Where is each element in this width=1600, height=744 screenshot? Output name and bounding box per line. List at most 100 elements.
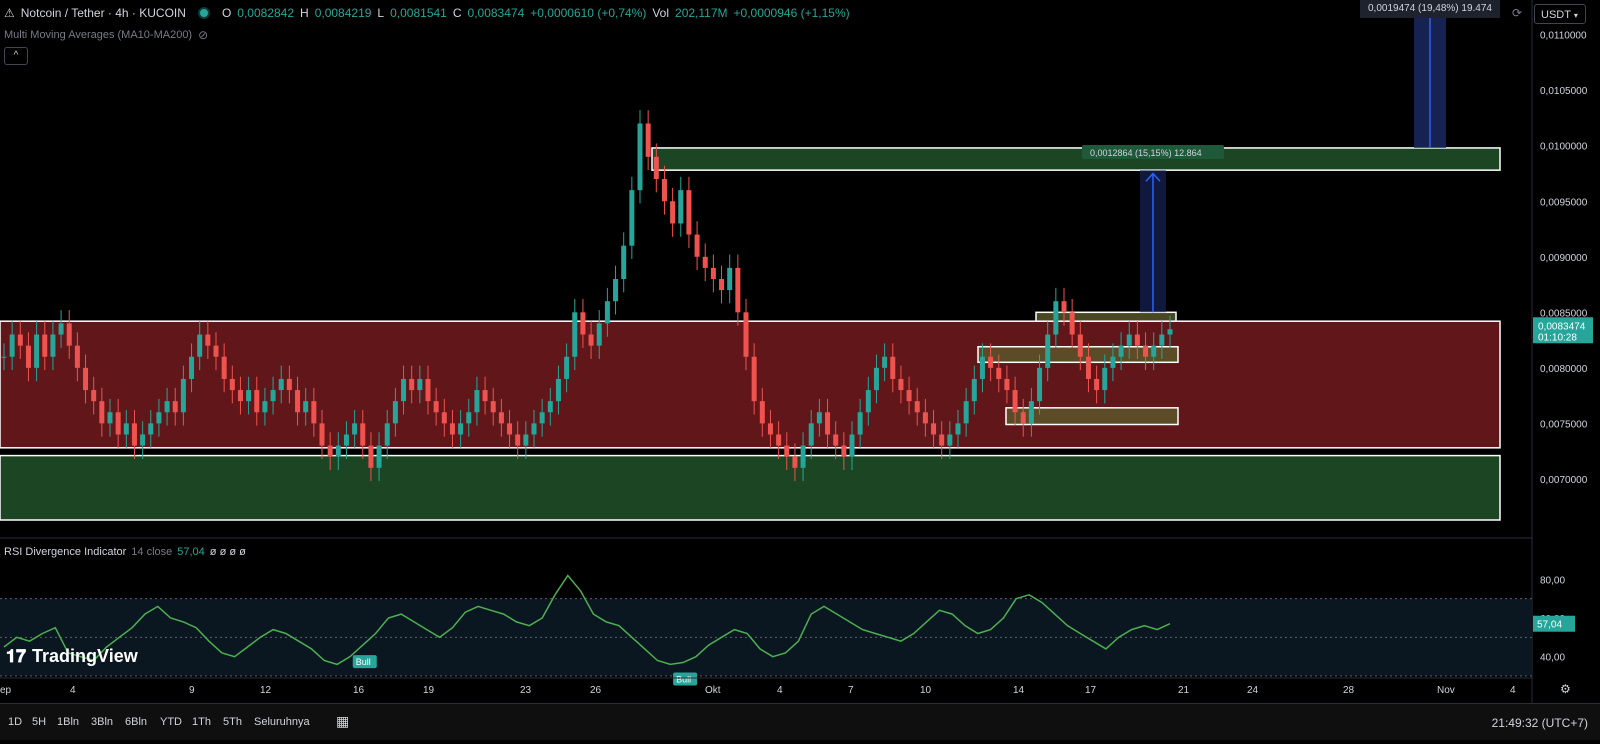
candle-body <box>417 378 423 391</box>
candle-body <box>368 445 374 468</box>
price-tick-label: 0,0100000 <box>1540 142 1588 153</box>
candle-body <box>490 401 496 413</box>
top-measure-label: 0,0019474 (19,48%) 19.474 <box>1360 0 1500 18</box>
price-tick-label: 0,0085000 <box>1540 308 1588 319</box>
zone-resistance <box>651 147 1501 171</box>
candle-body <box>515 434 521 446</box>
time-tick-label: 7 <box>848 685 854 696</box>
candle-body <box>270 390 276 402</box>
indicator-legend[interactable]: Multi Moving Averages (MA10-MA200) ⊘ <box>4 28 208 42</box>
candle-body <box>91 390 97 402</box>
symbol-title[interactable]: Notcoin / Tether · 4h · KUCOIN <box>20 6 186 20</box>
tf-ytd[interactable]: YTD <box>160 716 182 728</box>
vol-change: +0,0000946 (+1,15%) <box>733 6 850 20</box>
candle-body <box>865 390 871 413</box>
candle-body <box>50 334 56 357</box>
candle-body <box>547 401 553 413</box>
candle-body <box>792 456 798 468</box>
tf-all[interactable]: Seluruhnya <box>254 716 310 728</box>
bull-label-bg <box>673 672 698 686</box>
candle-body <box>327 445 333 457</box>
candle-body <box>890 356 896 379</box>
candle-body <box>882 356 888 368</box>
candle-body <box>441 412 447 424</box>
bottom-toolbar: 1D 5H 1Bln 3Bln 6Bln YTD 1Th 5Th Seluruh… <box>0 703 1600 740</box>
candle-body <box>482 390 488 402</box>
tf-5h[interactable]: 5H <box>32 716 47 728</box>
candle-body <box>295 390 301 413</box>
candle-body <box>409 378 415 391</box>
time-tick-label: 10 <box>920 685 932 696</box>
time-tick-label: 9 <box>189 685 195 696</box>
candle-body <box>873 367 879 391</box>
price-tick-label: 0,0095000 <box>1540 197 1588 208</box>
rsi-legend[interactable]: RSI Divergence Indicator 14 close 57,04 … <box>4 546 246 558</box>
tv-logo-text: TradingView <box>32 646 138 666</box>
candle-body <box>474 390 480 413</box>
candle-body <box>164 401 170 413</box>
candle-body <box>107 412 113 424</box>
candle-body <box>360 423 366 446</box>
price-label-value: 0,0083474 <box>1538 321 1586 332</box>
candle-body <box>922 412 928 424</box>
candle-body <box>343 434 349 446</box>
candle-body <box>172 401 178 413</box>
candle-body <box>670 201 676 224</box>
eye-hidden-icon[interactable]: ⊘ <box>198 28 209 42</box>
refresh-icon[interactable]: ⟳ <box>1512 6 1523 20</box>
high-value: 0,0084219 <box>314 6 372 20</box>
price-tick-label: 0,0075000 <box>1540 419 1588 430</box>
candle-body <box>156 412 162 424</box>
candle-body <box>1028 401 1034 424</box>
candle-body <box>42 334 48 357</box>
change-value: +0,0000610 (+0,74%) <box>530 6 647 20</box>
close-value: 0,0083474 <box>467 6 525 20</box>
tf-1bln[interactable]: 1Bln <box>57 716 80 728</box>
order-block <box>1005 407 1179 426</box>
candle-body <box>319 423 325 446</box>
tf-1d[interactable]: 1D <box>8 716 23 728</box>
candle-body <box>262 401 268 413</box>
candle-body <box>425 378 431 402</box>
clock[interactable]: 21:49:32 (UTC+7) <box>1491 716 1588 730</box>
candle-body <box>131 423 137 446</box>
candle-body <box>1069 312 1075 335</box>
symbol-icon: ⚠ <box>4 6 15 20</box>
tf-1th[interactable]: 1Th <box>192 716 211 728</box>
candle-body <box>629 190 635 246</box>
time-tick-label: 21 <box>1178 685 1190 696</box>
candle-body <box>539 412 545 424</box>
candle-body <box>458 423 464 435</box>
vol-label: Vol <box>652 6 670 20</box>
candle-body <box>1167 329 1173 335</box>
candle-body <box>694 234 700 257</box>
low-value: 0,0081541 <box>390 6 447 20</box>
candle-body <box>1126 334 1132 346</box>
time-tick-label: ep <box>0 685 12 696</box>
time-tick-label: 16 <box>353 685 365 696</box>
candle-body <box>66 323 72 346</box>
candle-body <box>613 278 619 302</box>
time-tick-label: 4 <box>70 685 76 696</box>
candle-body <box>906 390 912 402</box>
candle-body <box>588 334 594 346</box>
tf-5th[interactable]: 5Th <box>223 716 242 728</box>
candle-body <box>213 345 219 357</box>
candle-body <box>1134 334 1140 346</box>
tf-6bln[interactable]: 6Bln <box>125 716 148 728</box>
candle-body <box>735 267 741 313</box>
candle-body <box>286 378 292 391</box>
candle-body <box>678 190 684 224</box>
candle-body <box>1004 378 1010 391</box>
currency-select[interactable]: USDT ▾ <box>1534 4 1586 24</box>
date-range-icon[interactable]: ▦ <box>336 713 350 729</box>
candle-body <box>205 334 211 346</box>
zone-support <box>0 454 1501 521</box>
candle-body <box>841 445 847 457</box>
tf-3bln[interactable]: 3Bln <box>91 716 114 728</box>
candle-body <box>621 245 627 279</box>
collapse-legend-button[interactable]: ^ <box>4 47 28 65</box>
tradingview-logo[interactable]: 𝟏𝟕 TradingView <box>6 646 138 667</box>
